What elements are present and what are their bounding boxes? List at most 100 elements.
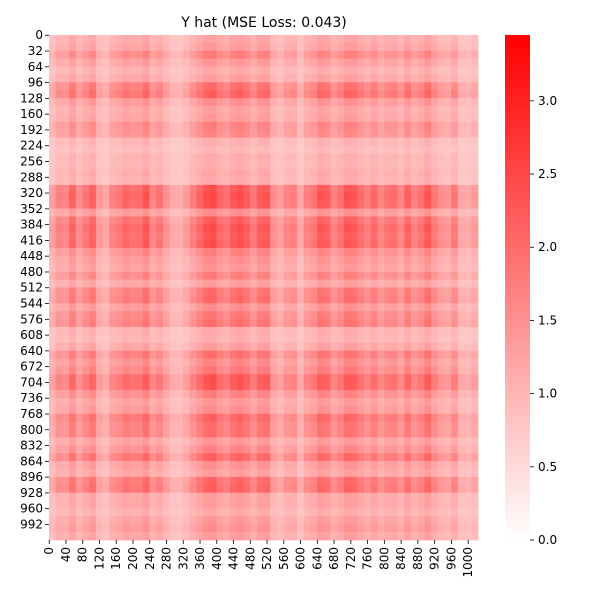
heatmap-cell [424,484,432,494]
heatmap-cell [424,177,432,186]
heatmap-cell [62,476,70,486]
heatmap-cell [263,121,271,131]
heatmap-cell [297,405,305,415]
heatmap-cell [317,192,325,202]
heatmap-cell [243,106,251,115]
heatmap-cell [82,390,90,399]
heatmap-cell [149,358,157,367]
heatmap-cell [169,153,177,162]
heatmap-cell [162,216,171,225]
heatmap-cell [116,524,124,533]
heatmap-cell [290,121,298,131]
heatmap-cell [109,374,117,383]
heatmap-cell [390,342,398,352]
heatmap-cell [203,453,211,462]
heatmap-cell [297,58,305,67]
heatmap-cell [397,382,405,391]
heatmap-cell [457,177,465,186]
heatmap-cell [263,216,271,225]
heatmap-cell [297,437,305,446]
heatmap-cell [276,524,285,533]
heatmap-cell [457,192,465,202]
heatmap-cell [89,476,97,486]
heatmap-cell [437,303,445,312]
heatmap-cell [62,382,70,391]
heatmap-cell [290,216,298,225]
heatmap-cell [330,200,338,209]
heatmap-cell [397,169,405,178]
heatmap-cell [189,224,197,233]
heatmap-cell [223,334,231,344]
heatmap-cell [82,366,90,375]
heatmap-cell [183,397,191,407]
heatmap-cell [471,516,479,525]
heatmap-cell [89,255,97,265]
heatmap-cell [343,461,352,470]
heatmap-cell [216,382,224,391]
heatmap-cell [203,461,211,470]
heatmap-cell [176,311,184,320]
heatmap-cell [317,263,325,273]
heatmap-cell [377,129,385,138]
heatmap-cell [209,532,217,541]
heatmap-cell [397,121,405,131]
heatmap-cell [49,184,57,194]
heatmap-cell [129,137,137,146]
heatmap-cell [451,145,459,154]
heatmap-cell [89,350,97,359]
heatmap-cell [464,342,472,352]
heatmap-cell [82,279,90,288]
heatmap-cell [283,58,291,67]
heatmap-cell [95,350,104,359]
heatmap-cell [122,106,130,115]
heatmap-cell [471,98,479,107]
heatmap-cell [364,192,372,202]
heatmap-cell [397,397,405,407]
heatmap-cell [62,524,70,533]
heatmap-cell [169,311,177,320]
heatmap-cell [377,121,385,131]
heatmap-cell [209,303,217,312]
heatmap-cell [69,200,77,209]
heatmap-cell [122,516,130,525]
heatmap-cell [62,192,70,202]
heatmap-cell [297,342,305,352]
heatmap-cell [290,90,298,99]
heatmap-cell [102,295,110,304]
heatmap-cell [49,532,57,541]
heatmap-cell [276,421,285,430]
heatmap-cell [216,42,224,52]
heatmap-cell [350,121,358,131]
heatmap-cell [464,484,472,494]
heatmap-cell [424,184,432,194]
heatmap-cell [75,468,83,478]
heatmap-cell [410,35,419,44]
heatmap-cell [142,50,150,60]
heatmap-cell [243,492,251,501]
heatmap-cell [297,232,305,241]
heatmap-cell [377,161,385,170]
heatmap-cell [437,113,445,123]
heatmap-cell [162,500,171,509]
heatmap-cell [250,342,258,352]
heatmap-cell [250,74,258,83]
heatmap-cell [156,50,164,60]
heatmap-cell [390,508,398,517]
heatmap-cell [417,319,425,328]
heatmap-cell [323,374,331,383]
heatmap-cell [364,295,372,304]
heatmap-cell [55,374,63,383]
heatmap-cell [310,390,318,399]
heatmap-cell [236,500,244,509]
heatmap-cell [136,255,144,265]
heatmap-cell [122,184,130,194]
heatmap-cell [142,532,150,541]
heatmap-cell [129,319,137,328]
heatmap-cell [390,145,398,154]
heatmap-cell [330,397,338,407]
heatmap-cell [310,453,318,462]
heatmap-cell [317,208,325,217]
heatmap-cell [297,248,305,257]
heatmap-cell [290,106,298,115]
heatmap-cell [250,208,258,217]
